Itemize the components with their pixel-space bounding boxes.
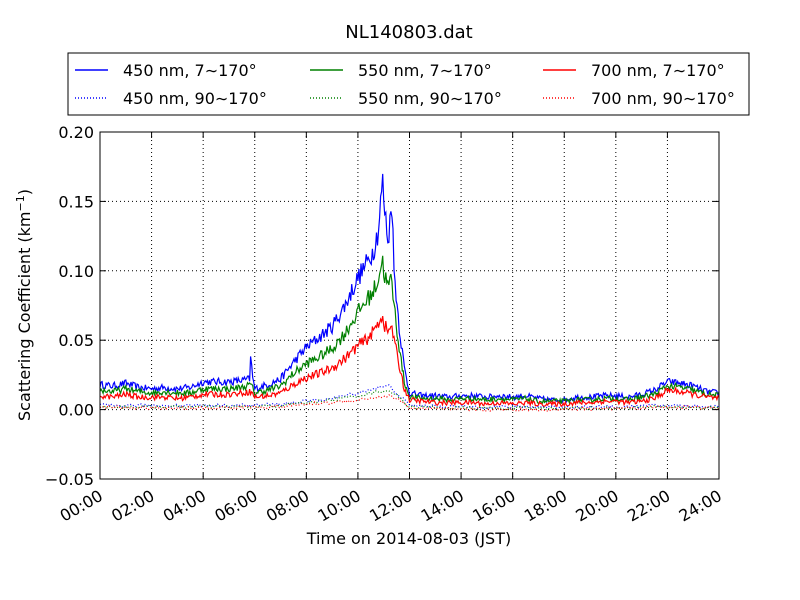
legend-label: 450 nm, 7∼170° (123, 61, 257, 80)
y-tick-label: 0.20 (58, 123, 94, 142)
x-tick-label: 16:00 (469, 486, 518, 526)
legend: 450 nm, 7∼170° 550 nm, 7∼170° 700 nm, 7∼17… (67, 52, 750, 116)
y-axis-label-sup: −1 (14, 195, 27, 211)
y-axis-label: Scattering Coefficient (km−1) (14, 189, 34, 421)
x-tick-label: 22:00 (624, 486, 673, 526)
series-line (99, 384, 720, 410)
x-tick-label: 00:00 (57, 486, 106, 526)
series-line (99, 255, 720, 405)
y-axis-label-close: ) (15, 189, 34, 195)
x-tick-label: 24:00 (676, 486, 725, 526)
x-tick-label: 04:00 (160, 486, 209, 526)
chart-title: NL140803.dat (345, 22, 472, 43)
x-tick-label: 14:00 (418, 486, 467, 526)
legend-label: 550 nm, 90∼170° (358, 89, 502, 108)
y-tick-label: 0.15 (58, 192, 94, 211)
legend-label: 550 nm, 7∼170° (358, 61, 492, 80)
y-tick-label: 0.00 (58, 401, 94, 420)
series-line (99, 394, 720, 413)
y-tick-label: −0.05 (45, 470, 94, 489)
x-axis-label: Time on 2014-08-03 (JST) (306, 529, 511, 548)
x-tick-label: 06:00 (211, 486, 260, 526)
x-tick-label: 12:00 (366, 486, 415, 526)
series-line (99, 315, 720, 408)
legend-label: 700 nm, 90∼170° (591, 89, 735, 108)
grid (100, 132, 719, 479)
x-tick-label: 08:00 (263, 486, 312, 526)
y-tick-label: 0.05 (58, 331, 94, 350)
legend-label: 450 nm, 90∼170° (123, 89, 267, 108)
series-line (99, 173, 720, 404)
x-tick-label: 18:00 (521, 486, 570, 526)
legend-box (67, 52, 750, 116)
x-tick-label: 02:00 (108, 486, 157, 526)
legend-label: 700 nm, 7∼170° (591, 61, 725, 80)
x-tick-label: 10:00 (314, 486, 363, 526)
y-tick-label: 0.10 (58, 262, 94, 281)
x-tick-label: 20:00 (572, 486, 621, 526)
y-axis-label-main: Scattering Coefficient (km (15, 211, 34, 421)
series-lines (99, 173, 720, 413)
